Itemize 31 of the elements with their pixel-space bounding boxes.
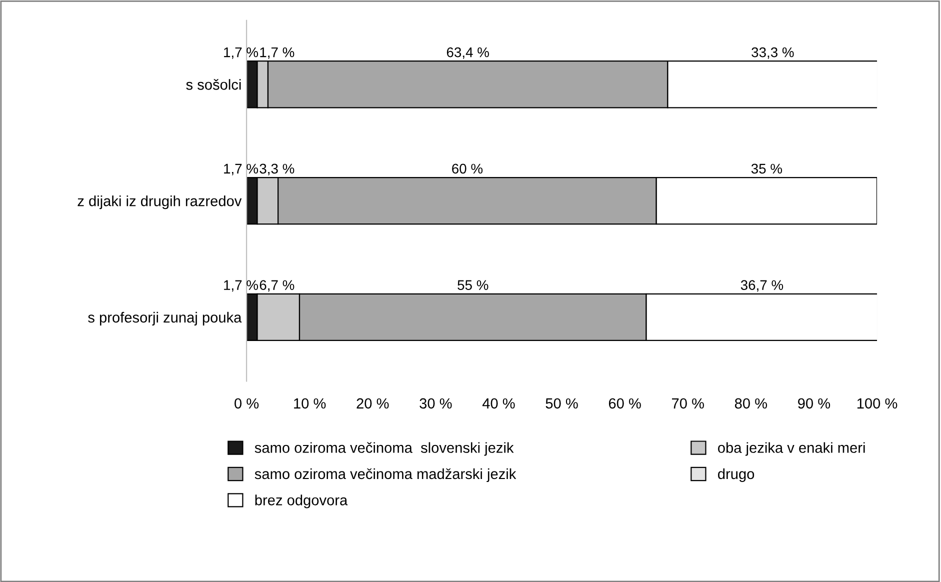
x-tick-label: 100 %: [857, 398, 898, 409]
data-label: 35 %: [751, 164, 782, 174]
data-label: 33,3 %: [752, 47, 794, 59]
x-tick-label: 10 %: [294, 398, 326, 409]
x-tick-label: 30 %: [420, 398, 452, 409]
legend-label: samo oziroma večinoma slovenski jezik: [254, 442, 514, 456]
legend-label: drugo: [718, 468, 754, 482]
x-tick-label: 20 %: [356, 398, 389, 409]
data-label: 6,7 %: [260, 280, 294, 292]
data-label: 1,7 %: [224, 280, 258, 292]
x-tick-label: 40 %: [482, 398, 515, 409]
x-tick-label: 80 %: [734, 398, 768, 409]
x-tick-label: 60 %: [608, 398, 641, 409]
y-tick-label: s profesorji zunaj pouka: [88, 312, 242, 326]
data-label: 55 %: [458, 280, 488, 290]
x-tick-label: 0 %: [234, 398, 259, 409]
data-label: 1,7 %: [260, 47, 294, 59]
x-tick-label: 70 %: [672, 398, 704, 409]
x-tick-label: 50 %: [546, 398, 578, 409]
data-label: 63,4 %: [446, 47, 489, 59]
data-label: 3,3 %: [260, 164, 294, 176]
legend-label: oba jezika v enaki meri: [718, 442, 865, 456]
legend-label: brez odgovora: [255, 494, 348, 508]
data-label: 36,7 %: [740, 280, 784, 292]
y-tick-label: s sošolci: [186, 79, 241, 90]
y-tick-label: z dijaki iz drugih razredov: [78, 196, 242, 210]
data-label: 1,7 %: [224, 164, 258, 176]
legend-label: samo oziroma večinoma madžarski jezik: [254, 468, 516, 482]
data-label: 60 %: [452, 164, 483, 174]
x-tick-label: 90 %: [798, 398, 830, 409]
data-label: 1,7 %: [224, 47, 258, 59]
